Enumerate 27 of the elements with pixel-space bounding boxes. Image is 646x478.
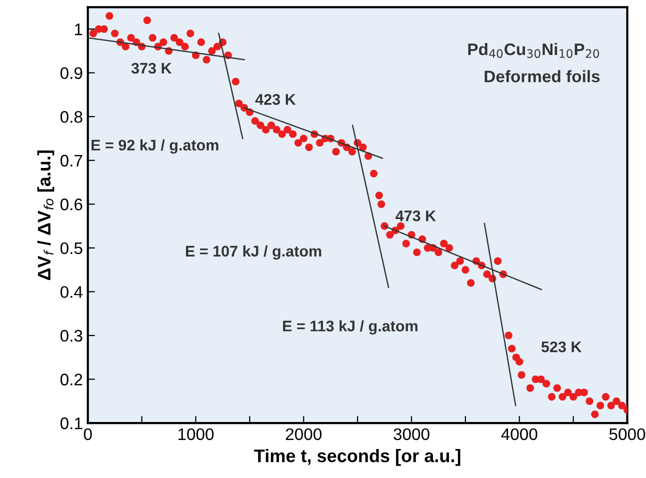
y-tick-label: 0.8 [60,111,82,123]
annotation: E = 113 kJ / g.atom [283,320,418,335]
x-axis-title: Time t, seconds [or a.u.] [254,448,460,466]
y-tick-label: 0.1 [60,417,82,430]
y-tick-label: 1 [74,24,82,36]
annotation: Pd$_{40}$Cu$_{30}$Ni$_{10}$P$_{20}$ [468,42,600,58]
x-tick-label: 0 [84,428,92,440]
y-tick-label: 0.9 [60,67,82,80]
y-tick-label: 0.2 [60,374,82,386]
annotation: 423 K [255,94,296,105]
y-tick-label: 0.3 [60,330,82,342]
annotation: Deformed foils [484,70,600,82]
y-tick-label: 0.7 [60,154,82,167]
x-tick-label: 2000 [286,428,322,440]
x-tick-label: 1000 [178,428,214,440]
y-tick-label: 0.6 [60,198,82,210]
annotation: E = 92 kJ / g.atom [92,139,218,154]
y-tick-label: 0.4 [60,286,83,298]
annotation: 473 K [396,210,436,222]
y-tick-label: 0.5 [60,242,82,254]
x-tick-label: 3000 [394,428,430,440]
x-tick-label: 5000 [609,428,646,440]
x-tick-label: 4000 [501,428,538,440]
annotation: 373 K [131,62,172,74]
annotation: 523 K [541,341,582,352]
annotation: E = 107 kJ / g.atom [186,245,322,260]
y-axis-title: ΔV$_{f}$ / ΔV$_{fo}$ [a.u.] [37,150,54,280]
